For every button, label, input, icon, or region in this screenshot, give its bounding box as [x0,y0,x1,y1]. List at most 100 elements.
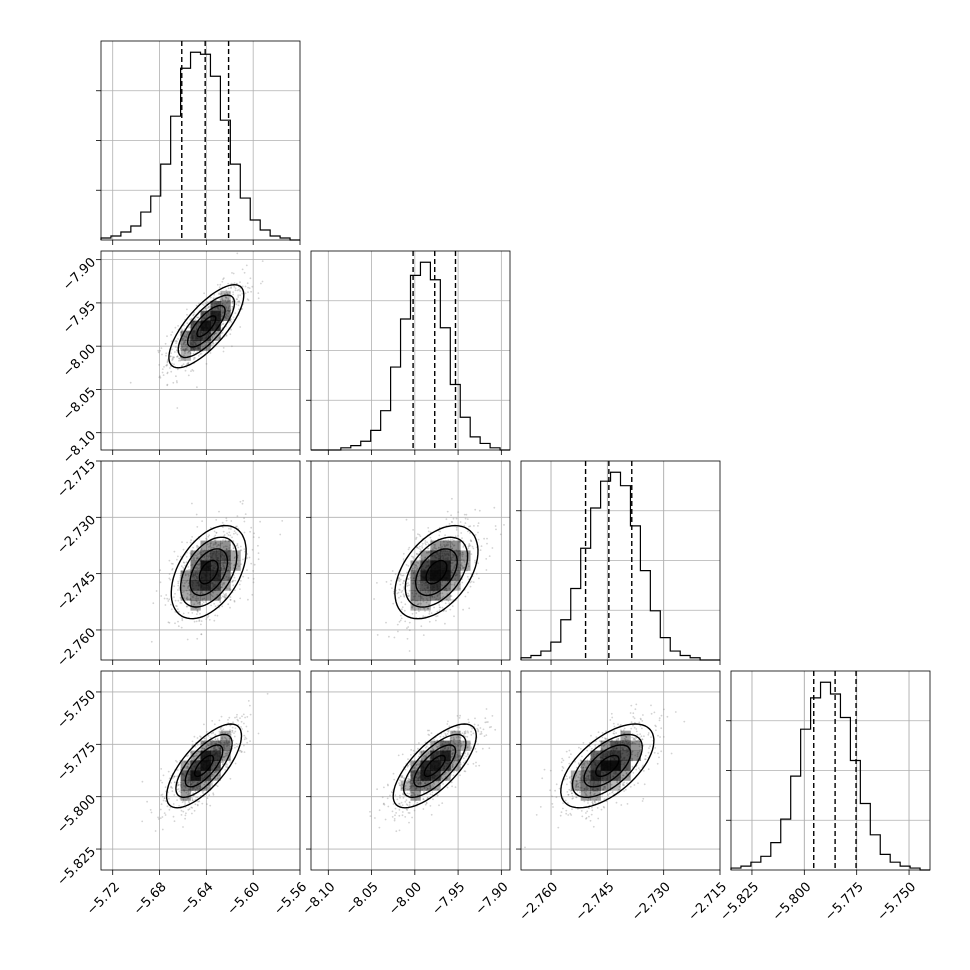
density-cell [180,590,191,601]
scatter-point [394,573,397,575]
scatter-point [494,728,497,731]
scatter-point [180,343,183,346]
scatter-point [604,737,606,739]
scatter-point [240,580,242,582]
scatter-point [205,780,208,783]
density-cell [420,760,431,771]
scatter-point [244,513,247,515]
scatter-point [237,743,239,746]
scatter-point [141,780,144,783]
scatter-point [424,556,427,559]
density-cell [200,550,211,561]
scatter-point [420,625,423,628]
scatter-point [485,558,488,560]
scatter-point [168,598,171,601]
scatter-point [193,558,196,561]
scatter-point [185,767,188,770]
scatter-point [177,338,179,340]
scatter-point [485,734,488,736]
scatter-point [429,536,432,539]
scatter-point [206,543,209,546]
scatter-point [170,562,173,565]
scatter-point [240,563,243,566]
scatter-point [176,355,179,358]
scatter-point [450,595,453,597]
scatter-point [458,741,460,744]
contour-line [184,744,224,788]
scatter-point [231,300,234,303]
scatter-point [160,768,163,770]
scatter-point [469,742,472,745]
scatter-point [455,736,458,739]
scatter-point [186,766,188,768]
scatter-point [243,548,246,550]
scatter-point [211,335,214,338]
scatter-point [412,529,414,531]
scatter-point [162,774,165,777]
histogram-panel [726,670,931,871]
scatter-point [203,783,206,786]
scatter-point [239,717,241,719]
scatter-panel [310,460,511,661]
density-cell [180,570,191,581]
scatter-point [227,287,230,290]
scatter-point [396,623,399,626]
scatter-point [189,343,191,345]
scatter-point [225,517,228,520]
scatter-point [397,591,400,594]
scatter-point [469,581,472,584]
scatter-point [215,531,218,534]
scatter-point [171,356,174,359]
scatter-point [461,555,464,558]
scatter-point [197,316,199,319]
scatter-point [581,767,584,770]
scatter-point [216,614,219,617]
scatter-point [453,544,456,547]
scatter-point [175,380,178,382]
scatter-point [180,809,183,812]
scatter-point [226,545,228,548]
scatter-point [417,747,419,750]
scatter-point [568,756,571,759]
scatter-point [454,745,457,748]
scatter-point [187,762,189,765]
scatter-point [436,615,439,617]
scatter-point [201,600,204,602]
scatter-point [196,609,199,612]
scatter-point [472,581,475,583]
density-cell [190,320,201,331]
scatter-point [170,786,173,789]
scatter-point [405,808,408,811]
scatter-point [161,795,164,798]
scatter-point [404,816,407,818]
density-cell [440,770,451,781]
scatter-point [194,554,196,556]
scatter-point [237,300,239,303]
scatter-point [485,569,488,571]
scatter-point [428,734,431,736]
scatter-point [460,564,463,567]
scatter-point [407,582,409,584]
scatter-point [460,763,463,766]
scatter-point [246,553,249,555]
scatter-point [408,780,410,783]
scatter-point [223,535,225,538]
scatter-point [207,615,210,617]
scatter-point [163,597,166,600]
scatter-point [222,595,225,598]
scatter-point [427,527,430,529]
scatter-point [216,737,219,740]
scatter-point [209,542,212,545]
scatter-point [186,596,189,599]
scatter-point [459,736,462,739]
scatter-point [415,552,418,555]
scatter-point [451,749,454,751]
scatter-content [373,497,505,652]
density-cell [230,550,241,561]
scatter-point [176,355,179,358]
scatter-point [217,544,220,546]
scatter-point [222,762,224,764]
scatter-point [214,605,217,608]
scatter-point [466,746,469,748]
scatter-point [182,590,185,593]
